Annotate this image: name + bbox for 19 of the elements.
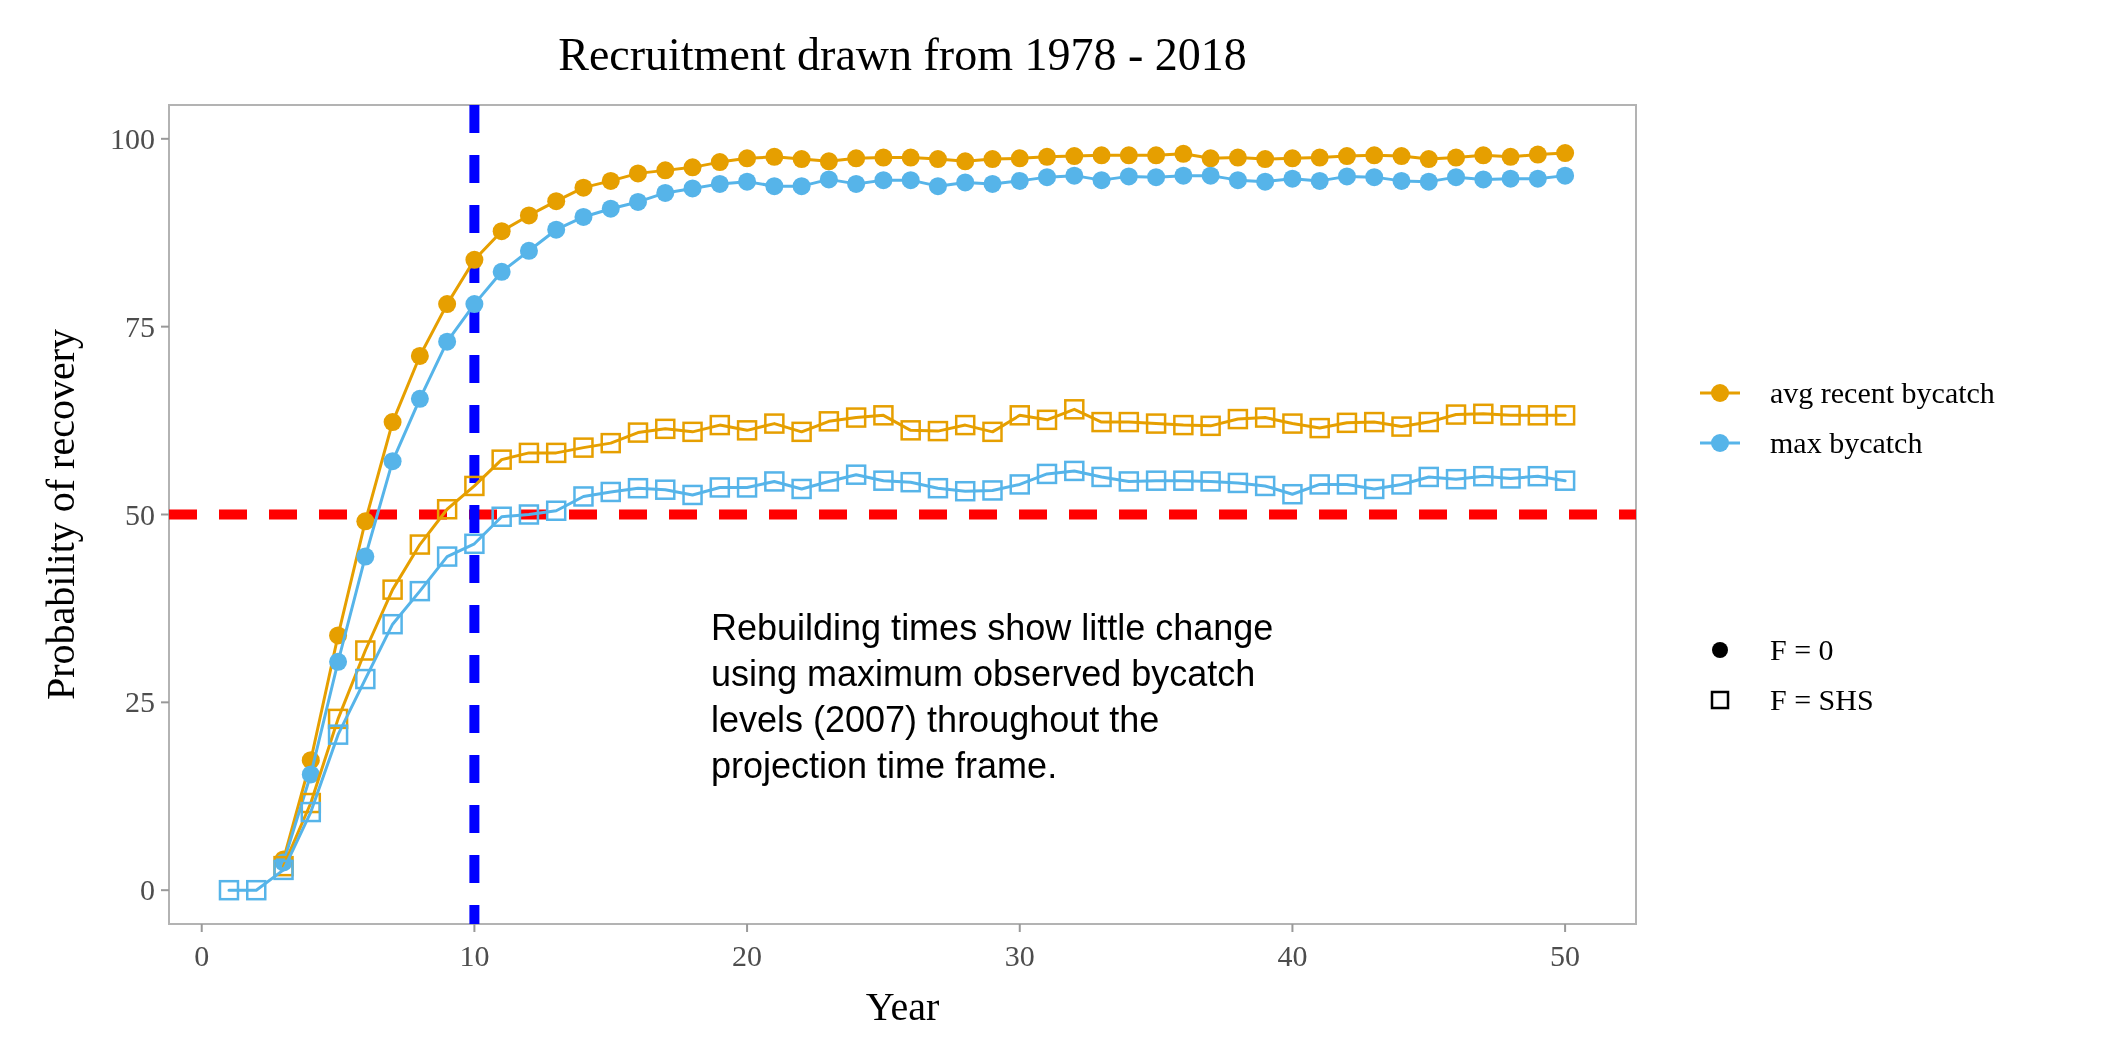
x-tick-label: 20 [732,939,763,972]
y-tick-label: 75 [125,309,155,343]
x-tick-label: 50 [1550,939,1581,972]
annotation: Rebuilding times show little change using maximum observed bycatch levels (2007) throughout the projection time frame. [711,607,1274,786]
y-tick-label: 0 [140,873,155,907]
x-tick-label: 10 [459,939,490,972]
y-tick-label: 100 [110,121,155,155]
y-tick-label: 50 [125,497,155,531]
legend-label: avg recent bycatch [1770,376,1995,409]
y-axis-title: Probability of recovery [38,329,83,700]
chart-title: Recruitment drawn from 1978 - 2018 [558,29,1247,80]
x-tick-label: 40 [1277,939,1308,972]
x-tick-label: 30 [1004,939,1035,972]
text: F = SHS [1770,683,1874,716]
legend-label: max bycatch [1770,426,1923,459]
x-tick-label: 0 [194,939,210,972]
x-axis-title: Year [865,984,940,1029]
text: F = 0 [1770,633,1834,666]
y-tick-label: 25 [125,685,155,719]
